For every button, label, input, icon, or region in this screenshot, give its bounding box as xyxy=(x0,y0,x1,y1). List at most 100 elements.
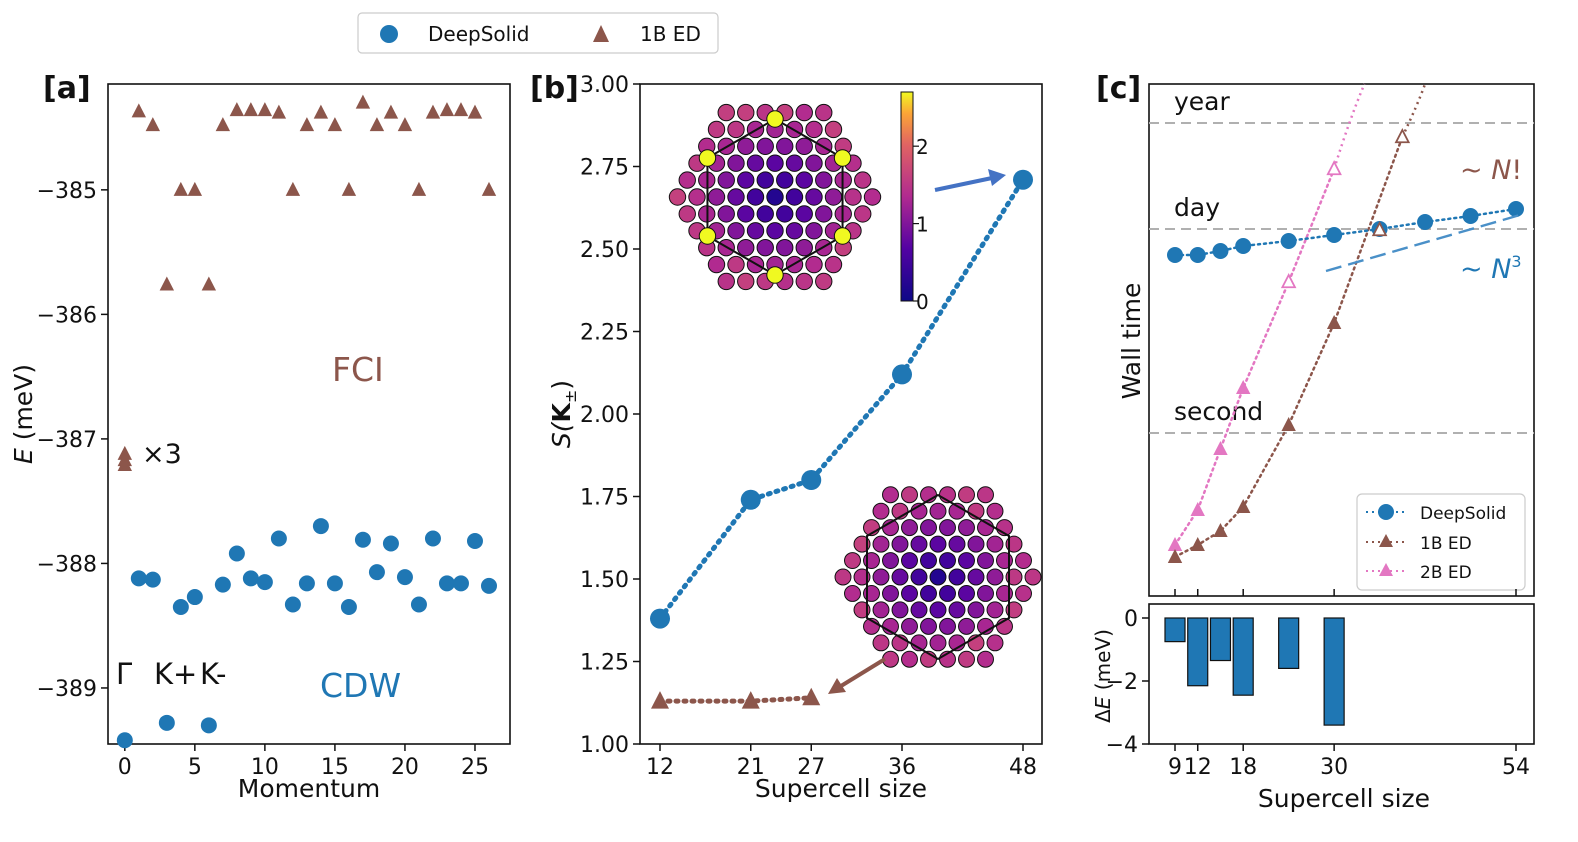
lattice-site xyxy=(959,651,975,667)
lattice-peak-site xyxy=(767,111,783,127)
lattice-site xyxy=(940,553,956,569)
k-minus-label: K- xyxy=(200,657,226,691)
panel-b: [b] 12 21 27 36 481.001.251.501.752.002.252.… xyxy=(530,71,1042,803)
lattice-site xyxy=(796,206,812,222)
arrow-to-ed-27 xyxy=(828,659,885,694)
panel-b-ytick-label: 1.25 xyxy=(580,651,629,676)
fci-ed-point xyxy=(160,276,174,290)
second-label: second xyxy=(1174,397,1263,426)
lattice-site xyxy=(883,553,899,569)
fci-ed-point xyxy=(412,182,426,196)
1bed-extrapolation xyxy=(1402,84,1425,137)
cdw-deepsolid-point xyxy=(467,533,483,549)
cdw-deepsolid-point xyxy=(481,578,497,594)
lattice-site xyxy=(825,189,841,205)
lattice-site xyxy=(806,189,822,205)
lattice-site xyxy=(816,273,832,289)
fci-ed-point xyxy=(300,117,314,131)
lattice-site xyxy=(728,189,744,205)
legend-1bed-label: 1B ED xyxy=(640,22,701,46)
fci-ed-point xyxy=(132,103,146,117)
1bed-point xyxy=(1191,537,1205,551)
fci-ed-point xyxy=(146,117,160,131)
panel-c: [c] year day second ~ N! ~ N3 Wall time … xyxy=(1091,71,1534,813)
lattice-site xyxy=(708,256,724,272)
cdw-deepsolid-point xyxy=(411,597,427,613)
lattice-site xyxy=(873,569,889,585)
lattice-site xyxy=(845,189,861,205)
deepsolid-point xyxy=(1167,247,1183,263)
ed-density-inset xyxy=(835,487,1041,668)
lattice-site xyxy=(997,585,1013,601)
deepsolid-point xyxy=(1212,243,1228,259)
lattice-site xyxy=(777,138,793,154)
panel-b-xtick-label: 12 xyxy=(646,755,674,780)
lattice-site xyxy=(757,138,773,154)
panel-b-deepsolid-point xyxy=(801,470,821,490)
factorial-scaling-label: ~ N! xyxy=(1460,155,1522,186)
lattice-site xyxy=(786,223,802,239)
fci-ed-point xyxy=(174,182,188,196)
lattice-site xyxy=(806,155,822,171)
lattice-site xyxy=(757,206,773,222)
panel-a-ytick-label: −385 xyxy=(37,179,97,204)
panel-a-xtick-label: 25 xyxy=(461,755,489,780)
panel-b-deepsolid-point xyxy=(650,609,670,629)
cdw-deepsolid-point xyxy=(131,570,147,586)
lattice-site xyxy=(987,635,1003,651)
lattice-site xyxy=(921,618,937,634)
panel-a-label: [a] xyxy=(43,71,91,106)
lattice-site xyxy=(679,206,695,222)
lattice-site xyxy=(930,635,946,651)
cdw-deepsolid-point xyxy=(145,572,161,588)
cdw-deepsolid-point xyxy=(341,599,357,615)
fci-ed-point xyxy=(482,182,496,196)
lattice-site xyxy=(708,189,724,205)
cdw-deepsolid-point xyxy=(355,532,371,548)
multiplicity-annotation: ×3 xyxy=(142,439,182,470)
panel-b-ed-line xyxy=(660,698,811,701)
cdw-deepsolid-point xyxy=(285,597,301,613)
lattice-site xyxy=(728,223,744,239)
cdw-deepsolid-point xyxy=(243,570,259,586)
1bed-point xyxy=(1327,315,1341,329)
fci-annotation: FCI xyxy=(332,350,384,389)
lattice-site xyxy=(796,104,812,120)
panel-b-ytick-label: 1.75 xyxy=(580,486,629,511)
cdw-annotation: CDW xyxy=(320,666,401,705)
lattice-site xyxy=(968,602,984,618)
cdw-deepsolid-point xyxy=(201,717,217,733)
legend-c-deepsolid-marker xyxy=(1378,504,1394,520)
cdw-deepsolid-point xyxy=(439,575,455,591)
lattice-site xyxy=(921,553,937,569)
fci-ed-point xyxy=(286,182,300,196)
2bed-extrapolation xyxy=(1334,84,1364,169)
lattice-site xyxy=(767,155,783,171)
2bed-point xyxy=(1191,502,1205,516)
delta-e-bar xyxy=(1279,618,1299,668)
panel-c-label: [c] xyxy=(1096,71,1141,106)
figure: DeepSolid 1B ED [a] 0 5 10 15 20 25−389−388−3… xyxy=(0,0,1578,842)
fci-ed-point xyxy=(202,276,216,290)
colorbar-tick-label: 1 xyxy=(916,213,929,237)
lattice-site xyxy=(883,585,899,601)
lattice-site xyxy=(1016,553,1032,569)
cdw-deepsolid-point xyxy=(173,599,189,615)
lattice-site xyxy=(1016,585,1032,601)
panel-c-bottom-ytick-label: −4 xyxy=(1106,733,1138,758)
fci-ed-point xyxy=(216,117,230,131)
lattice-site xyxy=(728,155,744,171)
top-legend: DeepSolid 1B ED xyxy=(358,13,718,53)
lattice-site xyxy=(806,223,822,239)
lattice-site xyxy=(777,206,793,222)
panel-b-ytick-label: 2.00 xyxy=(580,403,629,428)
cdw-deepsolid-point xyxy=(187,589,203,605)
panel-c-xtick-label: 54 xyxy=(1502,755,1530,780)
lattice-site xyxy=(786,189,802,205)
panel-b-deepsolid-point xyxy=(892,364,912,384)
panel-b-deepsolid-point xyxy=(1013,170,1033,190)
lattice-site xyxy=(806,121,822,137)
lattice-peak-site xyxy=(699,150,715,166)
cdw-deepsolid-point xyxy=(299,575,315,591)
lattice-site xyxy=(930,569,946,585)
